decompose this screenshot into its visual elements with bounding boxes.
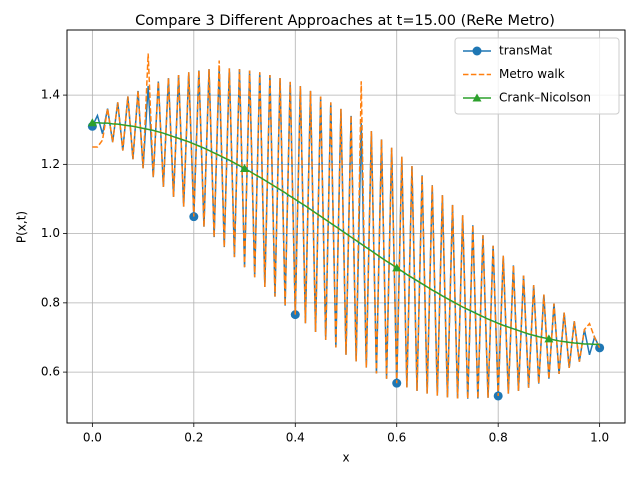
series-line — [92, 122, 600, 346]
legend-box — [454, 37, 620, 115]
x-tick-label: 0.6 — [387, 431, 406, 445]
legend-label: transMat — [499, 44, 553, 58]
y-axis-label: P(x,t) — [15, 211, 29, 243]
y-tick-label: 0.8 — [41, 295, 60, 309]
x-axis-label: x — [342, 451, 349, 465]
legend-marker — [472, 46, 482, 56]
x-tick-label: 0.2 — [184, 431, 203, 445]
axes-border — [66, 29, 626, 424]
legend-label: Crank–Nicolson — [499, 91, 591, 105]
x-tick-label: 1.0 — [590, 431, 609, 445]
x-tick-label: 0.0 — [83, 431, 102, 445]
y-tick-label: 1.0 — [41, 226, 60, 240]
series-line — [92, 53, 601, 399]
marker — [290, 310, 300, 320]
marker — [240, 164, 250, 173]
y-tick-label: 1.4 — [41, 88, 60, 102]
legend: transMat Metro walk Crank–Nicolson — [454, 37, 620, 115]
marker — [595, 343, 605, 353]
chart-title: Compare 3 Different Approaches at t=15.0… — [135, 13, 555, 29]
marker — [392, 263, 402, 272]
marker — [87, 118, 97, 127]
y-tick-label: 0.6 — [41, 365, 60, 379]
legend-marker — [472, 93, 482, 102]
x-tick-label: 0.8 — [489, 431, 508, 445]
x-tick-label: 0.4 — [286, 431, 305, 445]
y-tick-label: 1.2 — [41, 157, 60, 171]
legend-label: Metro walk — [499, 67, 565, 81]
marker — [544, 334, 554, 343]
